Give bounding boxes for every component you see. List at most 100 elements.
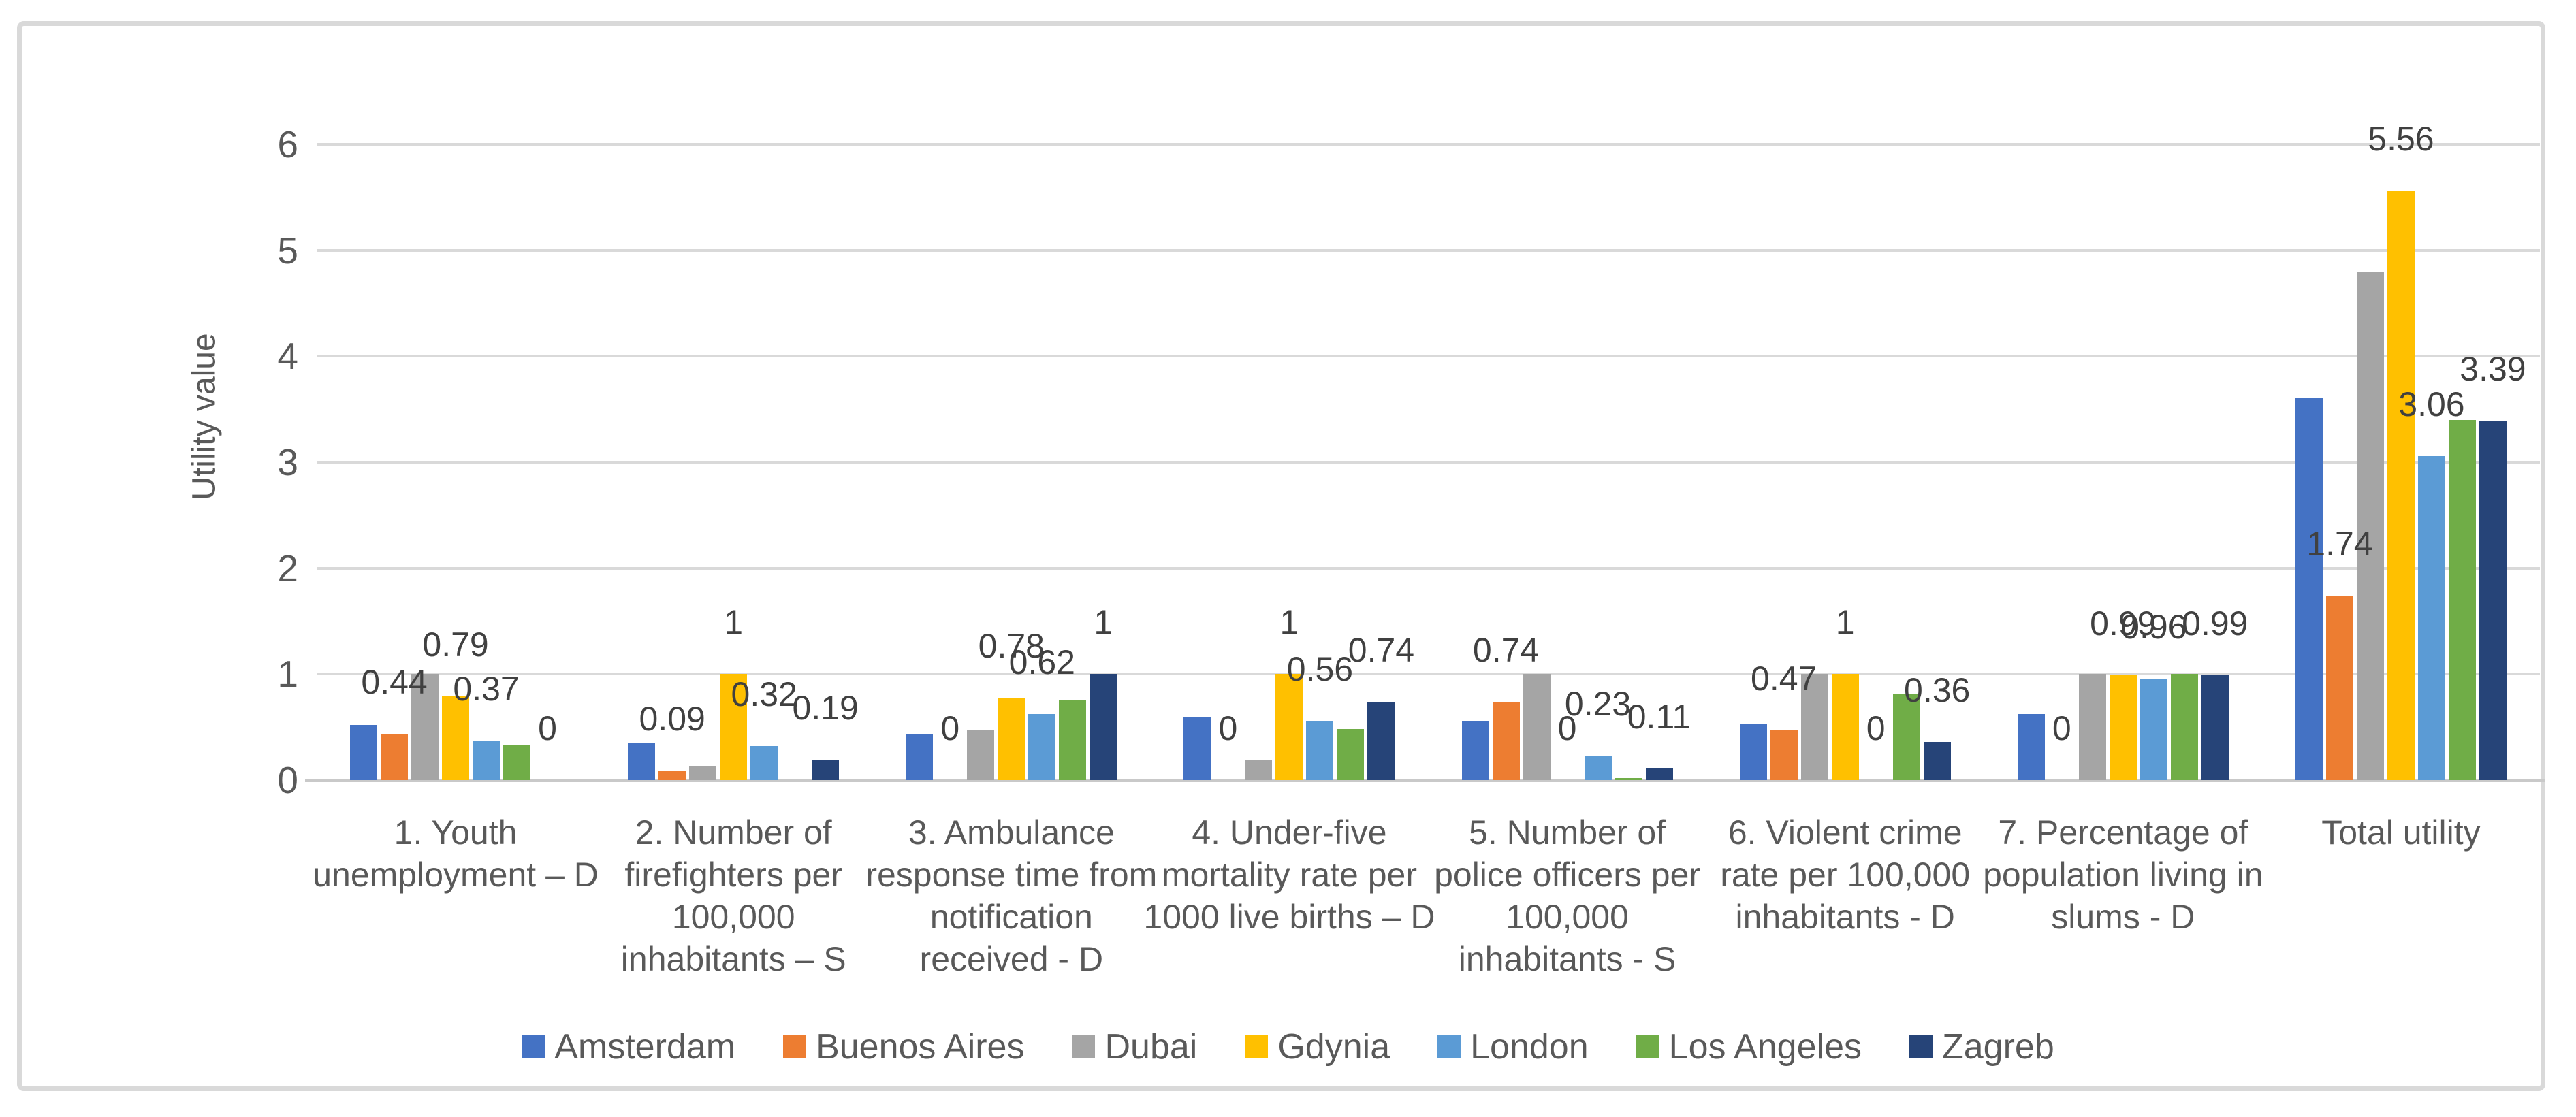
bar-buenos-aires-cat2: [658, 770, 686, 780]
data-label-zagreb-cat7: 0.99: [2182, 604, 2248, 643]
legend-label-zagreb: Zagreb: [1942, 1027, 2054, 1067]
bar-dubai-cat5: [1523, 674, 1551, 780]
data-label-zagreb-cat5: 0.11: [1627, 697, 1691, 736]
y-tick-label-6: 6: [277, 123, 298, 165]
bar-london-cat1: [473, 741, 500, 780]
bar-london-cat5: [1584, 756, 1612, 780]
category-label-4: 4. Under-five mortality rate per 1000 li…: [1143, 813, 1435, 936]
bar-zagreb-cat6: [1923, 741, 1951, 780]
bar-zagreb-cat3: [1090, 674, 1117, 780]
bar-zagreb-cat2: [812, 760, 840, 780]
bar-gdynia-cat7: [2109, 675, 2137, 780]
legend-item-buenos-aires: Buenos Aires: [783, 1026, 1024, 1067]
data-label-gdynia-cat8: 5.56: [2368, 120, 2434, 159]
data-label-london-cat1: 0.37: [453, 670, 520, 709]
data-label-zagreb-cat8: 3.39: [2460, 350, 2526, 389]
data-label-buenos-aires-cat5: 0.74: [1472, 630, 1540, 669]
bar-dubai-cat1: [411, 674, 439, 780]
data-label-london-cat7: 0.96: [2120, 607, 2187, 646]
bar-amsterdam-cat1: [350, 725, 378, 780]
legend-item-dubai: Dubai: [1072, 1026, 1197, 1067]
gridline-y5: [317, 248, 2540, 252]
category-label-6: 6. Violent crime rate per 100,000 inhabi…: [1720, 813, 1971, 936]
bar-buenos-aires-cat5: [1492, 701, 1520, 780]
bar-london-cat7: [2140, 678, 2167, 780]
gridline-y2: [317, 566, 2540, 570]
bar-gdynia-cat8: [2387, 191, 2415, 780]
bar-gdynia-cat2: [720, 674, 748, 780]
legend-swatch-gdynia: [1245, 1035, 1269, 1058]
bar-zagreb-cat7: [2201, 675, 2229, 780]
data-label-zagreb-cat3: 1: [1094, 603, 1113, 642]
data-label-gdynia-cat1: 0.79: [422, 626, 489, 664]
data-label-buenos-aires-cat3: 0: [940, 709, 960, 747]
legend-label-amsterdam: Amsterdam: [554, 1027, 736, 1067]
category-label-2: 2. Number of firefighters per 100,000 in…: [620, 813, 846, 978]
category-label-3: 3. Ambulance response time from notifica…: [865, 813, 1158, 978]
data-label-zagreb-cat4: 0.74: [1348, 630, 1415, 669]
bar-london-cat2: [750, 746, 778, 780]
data-label-london-cat8: 3.06: [2398, 385, 2465, 423]
data-label-zagreb-cat6: 0.36: [1904, 670, 1971, 709]
bar-zagreb-cat8: [2479, 421, 2507, 780]
data-label-buenos-aires-cat1: 0.44: [361, 662, 428, 701]
bar-buenos-aires-cat6: [1770, 730, 1798, 780]
legend-swatch-zagreb: [1909, 1035, 1933, 1058]
legend-label-los-angeles: Los Angeles: [1668, 1027, 1862, 1067]
legend-swatch-dubai: [1072, 1035, 1096, 1058]
legend-item-zagreb: Zagreb: [1909, 1026, 2054, 1067]
data-label-gdynia-cat5: 0: [1557, 709, 1577, 747]
y-tick-label-4: 4: [277, 335, 298, 378]
bar-amsterdam-cat7: [2017, 714, 2045, 780]
bar-los-angeles-cat4: [1337, 729, 1365, 780]
legend-label-gdynia: Gdynia: [1277, 1027, 1390, 1067]
gridline-y1: [317, 673, 2540, 676]
data-label-zagreb-cat1: 0: [538, 709, 557, 747]
y-tick-label-0: 0: [277, 759, 298, 801]
legend-swatch-amsterdam: [522, 1035, 545, 1058]
data-label-gdynia-cat4: 1: [1279, 603, 1299, 642]
data-label-gdynia-cat6: 1: [1835, 603, 1855, 642]
bar-dubai-cat8: [2356, 272, 2384, 780]
legend-item-gdynia: Gdynia: [1245, 1026, 1390, 1067]
bar-dubai-cat6: [1800, 674, 1828, 780]
legend-swatch-los-angeles: [1636, 1035, 1659, 1058]
bar-amsterdam-cat2: [628, 743, 656, 780]
data-label-gdynia-cat7: 0.99: [2090, 604, 2157, 643]
bar-los-angeles-cat3: [1059, 699, 1087, 780]
legend-item-los-angeles: Los Angeles: [1636, 1026, 1862, 1067]
data-label-buenos-aires-cat7: 0: [2052, 709, 2071, 747]
bar-gdynia-cat4: [1275, 674, 1303, 780]
bar-amsterdam-cat8: [2295, 398, 2323, 780]
legend-swatch-london: [1437, 1035, 1461, 1058]
y-tick-label-5: 5: [277, 229, 298, 272]
bar-dubai-cat7: [2078, 674, 2106, 780]
bar-los-angeles-cat1: [503, 745, 531, 780]
bar-buenos-aires-cat8: [2325, 596, 2353, 780]
y-tick-label-2: 2: [277, 547, 298, 589]
bar-gdynia-cat1: [442, 696, 470, 780]
category-label-8: Total utility: [2321, 813, 2481, 852]
legend-swatch-buenos-aires: [783, 1035, 807, 1058]
data-label-gdynia-cat2: 1: [724, 603, 744, 642]
data-label-london-cat3: 0.62: [1008, 643, 1075, 682]
bar-los-angeles-cat5: [1615, 777, 1642, 780]
data-label-london-cat5: 0.23: [1564, 685, 1632, 724]
data-label-gdynia-cat3: 0.78: [978, 626, 1045, 665]
data-label-london-cat2: 0.32: [731, 675, 797, 714]
bar-amsterdam-cat5: [1461, 720, 1489, 780]
legend-item-london: London: [1437, 1026, 1589, 1067]
data-label-london-cat6: 0: [1866, 709, 1886, 747]
bar-amsterdam-cat4: [1183, 716, 1211, 780]
legend-label-london: London: [1470, 1027, 1589, 1067]
bar-gdynia-cat6: [1831, 674, 1859, 780]
y-tick-label-1: 1: [277, 653, 298, 696]
bar-london-cat8: [2417, 455, 2445, 780]
bar-zagreb-cat4: [1367, 701, 1395, 780]
gridline-y4: [317, 355, 2540, 358]
bar-dubai-cat2: [689, 766, 717, 780]
legend-label-dubai: Dubai: [1104, 1027, 1198, 1067]
bar-buenos-aires-cat1: [381, 733, 409, 780]
data-label-buenos-aires-cat8: 1.74: [2306, 525, 2373, 564]
